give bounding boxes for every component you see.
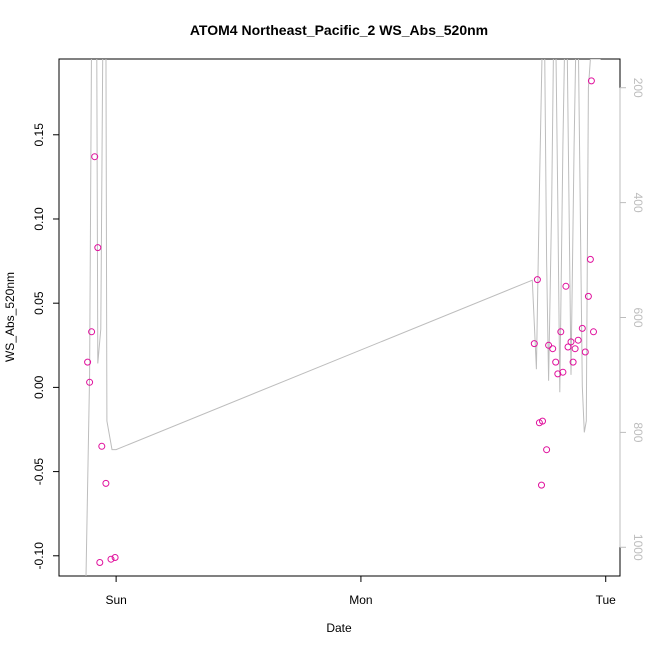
- data-point-8: [107, 555, 115, 563]
- y-tick-label-2: 0.00: [32, 375, 46, 399]
- y-tick-label-0: -0.10: [32, 542, 46, 570]
- data-point-31: [586, 255, 594, 263]
- data-point-27: [574, 336, 582, 344]
- depth-line: [85, 59, 601, 576]
- data-point-29: [581, 348, 589, 356]
- y-tick-label-1: -0.05: [32, 458, 46, 486]
- chart-title: ATOM4 Northeast_Pacific_2 WS_Abs_520nm: [190, 22, 488, 38]
- y2-tick-label-0: 200: [631, 78, 645, 98]
- x-tick-label-2: Tue: [596, 593, 617, 607]
- y2-tick-label-4: 1000: [631, 534, 645, 561]
- x-axis-label: Date: [326, 621, 352, 635]
- data-point-0: [84, 358, 92, 366]
- data-point-6: [98, 442, 106, 450]
- y-tick-label-5: 0.15: [32, 123, 46, 147]
- data-point-24: [567, 338, 575, 346]
- data-point-28: [578, 324, 586, 332]
- data-point-15: [543, 446, 551, 454]
- x-tick-label-0: Sun: [105, 593, 126, 607]
- y-tick-label-4: 0.10: [32, 207, 46, 231]
- y-axis-label: WS_Abs_520nm: [3, 272, 17, 362]
- data-point-32: [587, 77, 595, 85]
- y2-tick-label-3: 800: [631, 422, 645, 442]
- data-point-30: [584, 292, 592, 300]
- data-point-7: [102, 479, 110, 487]
- points-layer: [84, 77, 597, 566]
- y-tick-label-3: 0.05: [32, 291, 46, 315]
- data-point-3: [91, 153, 99, 161]
- data-point-26: [571, 345, 579, 353]
- data-point-11: [533, 276, 541, 284]
- data-point-20: [557, 328, 565, 336]
- data-point-2: [88, 328, 96, 336]
- data-point-10: [530, 340, 538, 348]
- data-point-23: [564, 343, 572, 351]
- data-point-25: [569, 358, 577, 366]
- data-point-1: [86, 378, 94, 386]
- data-point-22: [562, 282, 570, 290]
- data-point-21: [559, 368, 567, 376]
- y2-tick-label-2: 600: [631, 307, 645, 327]
- data-point-33: [590, 328, 597, 336]
- plot-frame: [58, 58, 621, 577]
- data-point-9: [111, 554, 119, 561]
- x-axis: Sun Mon Tue: [105, 575, 617, 607]
- data-point-17: [549, 345, 557, 353]
- y-axis: -0.10 -0.05 0.00 0.05 0.10 0.15: [32, 123, 60, 570]
- data-point-5: [96, 559, 104, 566]
- data-point-13: [539, 417, 546, 425]
- data-point-16: [545, 341, 553, 349]
- data-point-4: [94, 244, 102, 252]
- y2-tick-label-1: 400: [631, 193, 645, 213]
- data-point-18: [552, 358, 560, 366]
- line-series-layer: [85, 59, 601, 576]
- x-tick-label-1: Mon: [349, 593, 372, 607]
- data-point-14: [538, 481, 545, 489]
- y2-axis: 200 400 600 800 1000: [619, 78, 645, 561]
